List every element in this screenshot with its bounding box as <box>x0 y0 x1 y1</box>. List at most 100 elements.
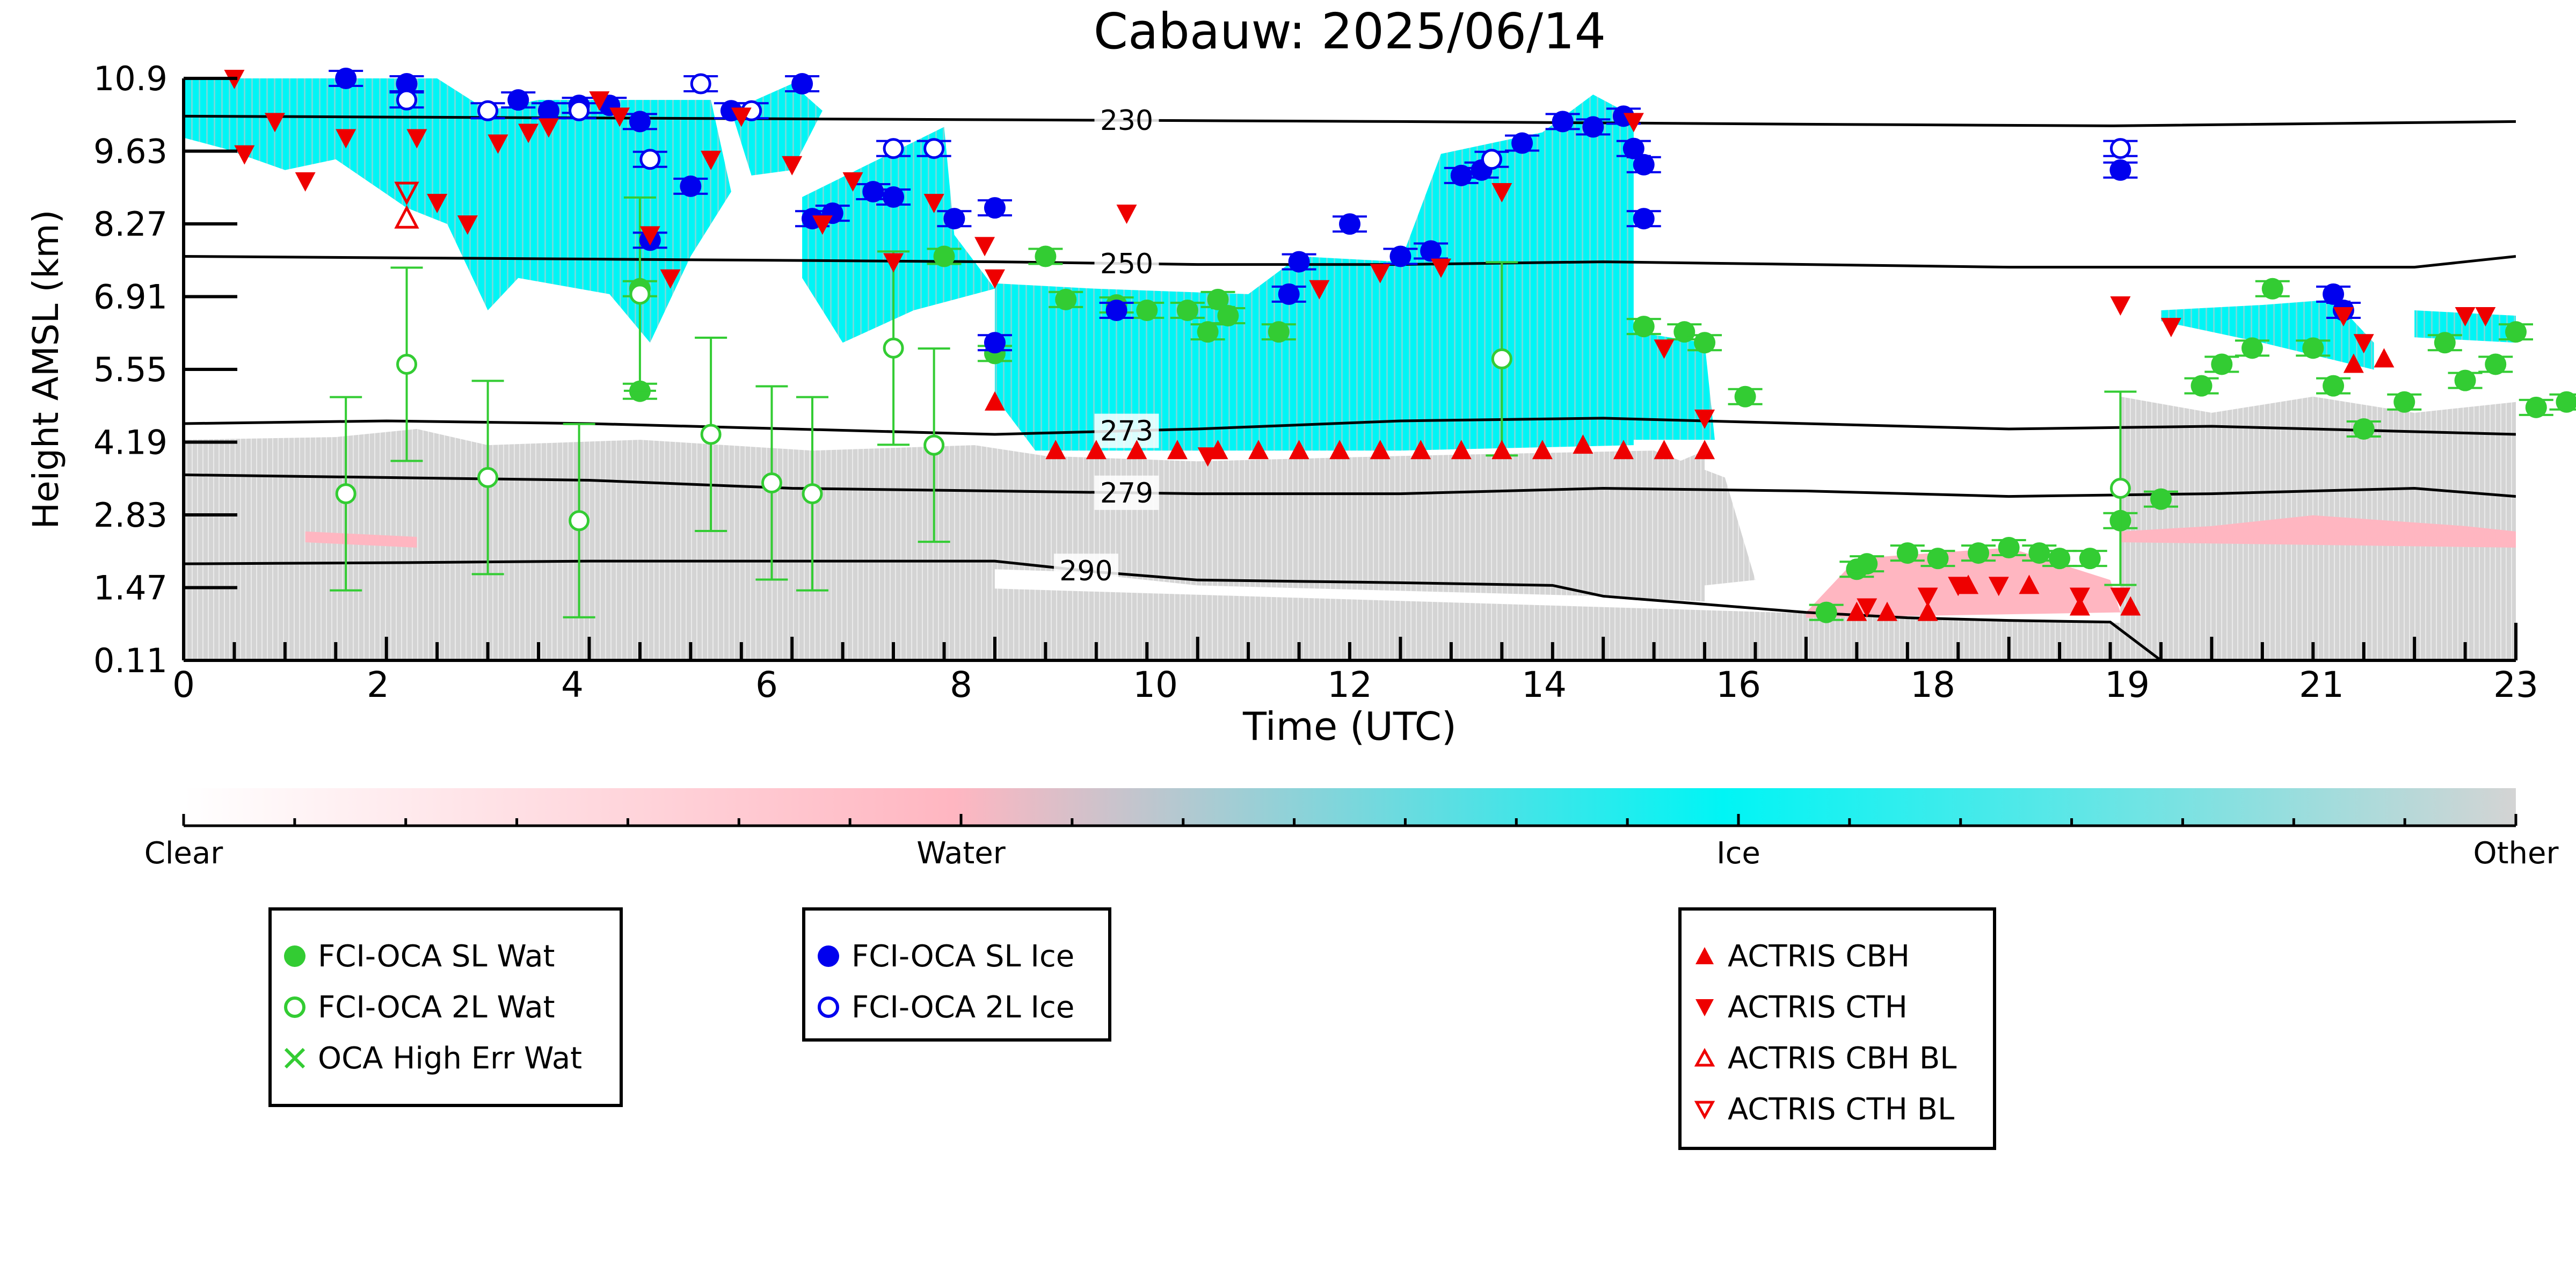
data-point <box>2028 542 2050 564</box>
triangle-down-icon <box>1695 999 1714 1016</box>
x-tick-label: 8 <box>950 664 972 705</box>
data-point <box>1289 440 1309 460</box>
legend-label: FCI-OCA 2L Ice <box>852 989 1075 1025</box>
legend-water: FCI-OCA SL Wat FCI-OCA 2L Wat OCA High E… <box>268 907 623 1107</box>
x-tick-label: 10 <box>1133 664 1178 705</box>
data-point <box>1451 440 1472 460</box>
data-point <box>923 138 945 159</box>
isotherm-label-bg <box>1094 246 1159 281</box>
ice-region <box>184 78 731 343</box>
legend-label: OCA High Err Wat <box>318 1040 583 1076</box>
data-point <box>1988 577 2009 596</box>
data-point <box>1176 299 1198 321</box>
y-tick-label: 10.9 <box>93 59 168 98</box>
data-point <box>761 472 782 493</box>
data-point <box>1217 305 1239 327</box>
data-point <box>2454 369 2476 391</box>
data-point <box>1633 154 1655 176</box>
data-point <box>731 107 752 127</box>
data-point <box>1734 385 1756 407</box>
data-point <box>2109 159 2131 181</box>
x-tick-label: 19 <box>2105 664 2150 705</box>
filled-circle-icon <box>284 945 305 967</box>
isotherm-label-bg <box>1094 103 1159 138</box>
data-point <box>427 194 448 214</box>
data-point <box>1927 548 1949 570</box>
x-tick-label: 12 <box>1327 664 1372 705</box>
isotherm-273 <box>184 417 2516 436</box>
data-point <box>2505 321 2527 343</box>
axes: 0 2 4 6 8 10 12 14 16 18 19 21 23 0.11 1.47 2.83 4.19 5.5… <box>93 59 2538 705</box>
data-point <box>1654 339 1675 359</box>
other-region <box>184 564 2131 660</box>
data-point <box>1511 132 1533 154</box>
ice-region <box>802 127 995 343</box>
data-point <box>933 245 955 267</box>
filled-circle-icon <box>818 945 839 967</box>
data-point <box>1896 542 1918 564</box>
data-point <box>1309 280 1330 300</box>
x-tick-label: 14 <box>1522 664 1567 705</box>
data-point <box>690 73 711 94</box>
data-point <box>569 510 590 532</box>
x-tick-label: 6 <box>755 664 778 705</box>
water-region <box>2120 515 2516 548</box>
open-circle-icon <box>284 996 305 1018</box>
data-point <box>295 172 316 192</box>
data-point <box>2485 353 2507 375</box>
data-point <box>984 269 1005 289</box>
open-triangle-down-icon <box>1694 1101 1715 1120</box>
data-point <box>2374 348 2395 368</box>
y-tick-label: 1.47 <box>93 569 168 608</box>
data-point <box>2323 375 2345 397</box>
isotherm-label-bg <box>1053 554 1118 588</box>
data-point <box>569 100 590 121</box>
data-point <box>2393 391 2415 413</box>
data-point <box>2556 391 2576 413</box>
data-point <box>2160 318 2181 338</box>
isotherm-label: 230 <box>1100 105 1153 137</box>
data-point <box>1450 164 1472 186</box>
data-point <box>1268 321 1290 343</box>
data-point <box>2109 478 2131 499</box>
data-point <box>1167 440 1188 460</box>
cross-icon <box>284 1047 305 1069</box>
data-point <box>1623 113 1644 133</box>
data-point <box>1857 598 1878 618</box>
data-point <box>984 197 1006 219</box>
radar-background <box>184 78 2516 660</box>
data-point <box>1633 316 1655 338</box>
data-point <box>518 123 539 143</box>
data-point <box>1877 601 1898 621</box>
data-point <box>1136 299 1158 321</box>
y-tick-label: 0.11 <box>93 641 168 680</box>
data-point <box>2069 587 2090 607</box>
legend-item: OCA High Err Wat <box>272 1034 582 1082</box>
data-point <box>1105 299 1127 321</box>
data-point <box>406 129 427 149</box>
data-point <box>1622 137 1644 159</box>
legend-label: ACTRIS CTH <box>1728 989 1908 1025</box>
data-point <box>883 186 905 208</box>
data-point <box>1694 332 1716 354</box>
data-point <box>487 134 508 154</box>
data-point <box>791 73 813 95</box>
data-point <box>537 100 559 122</box>
x-tick-label: 21 <box>2299 664 2344 705</box>
data-point <box>1694 440 1715 460</box>
data-point <box>1430 258 1451 278</box>
y-tick-label: 4.19 <box>93 423 168 462</box>
y-tick-label: 9.63 <box>93 132 168 171</box>
data-point <box>1856 553 1878 575</box>
isotherm-label: 279 <box>1100 477 1153 510</box>
data-point <box>1552 111 1574 133</box>
data-point <box>2150 488 2172 510</box>
data-point <box>394 205 419 229</box>
data-point <box>2241 337 2263 359</box>
legend-item: ACTRIS CBH BL <box>1682 1034 1956 1082</box>
data-point <box>2475 307 2496 327</box>
data-point <box>2120 596 2141 616</box>
data-point <box>923 434 945 456</box>
data-point <box>2525 396 2547 418</box>
